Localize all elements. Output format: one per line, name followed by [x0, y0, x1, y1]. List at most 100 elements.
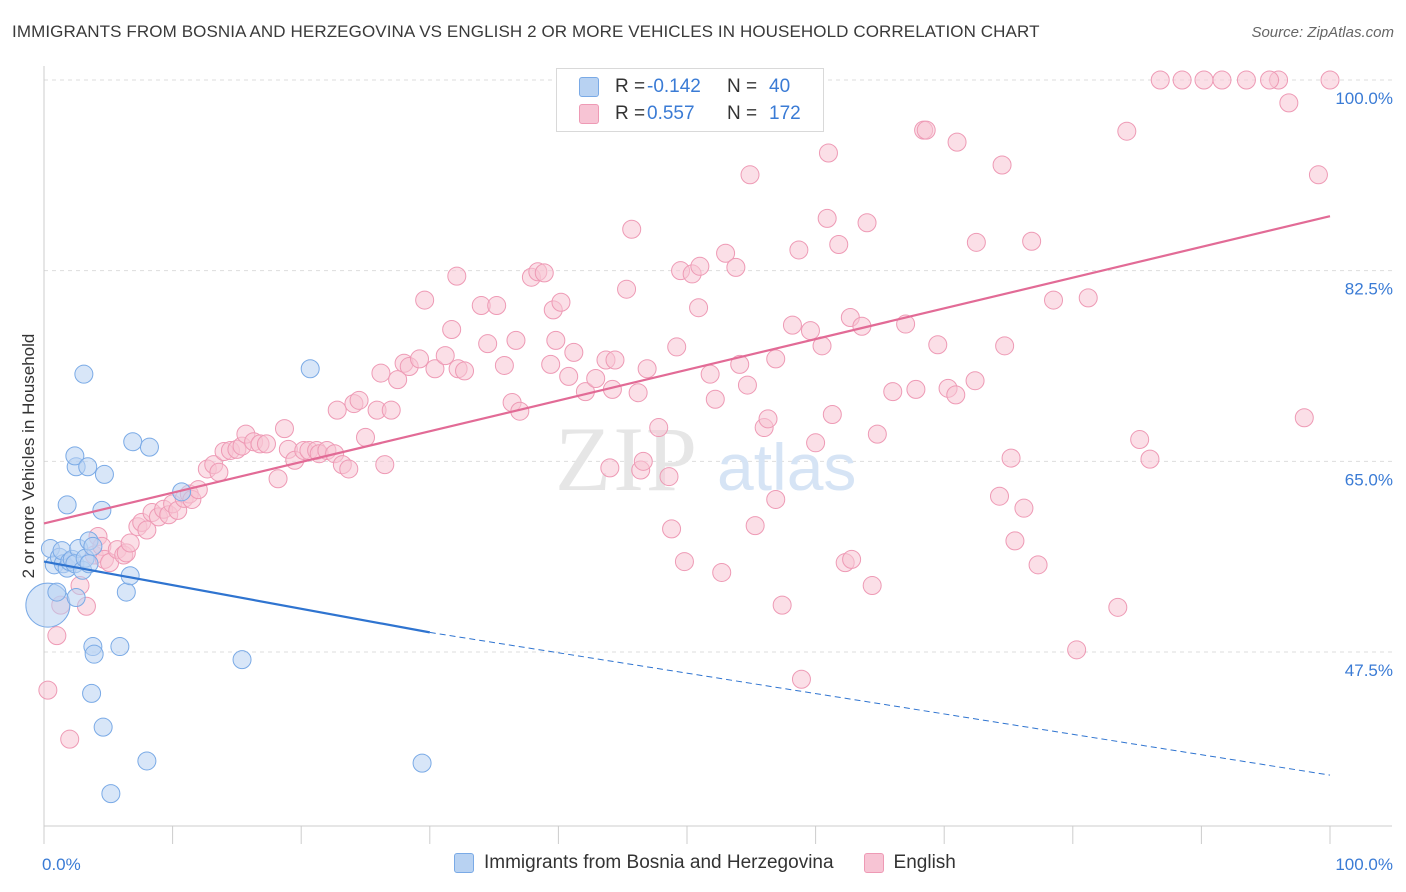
bosnia-point	[65, 446, 85, 466]
bosnia-point	[57, 495, 77, 515]
english-trend-line	[43, 215, 1331, 525]
y-tick-label: 47.5%	[1345, 661, 1393, 680]
english-point	[737, 375, 757, 395]
english-point	[916, 120, 936, 140]
bosnia-point	[78, 457, 98, 477]
english-point	[659, 467, 679, 487]
english-point	[806, 433, 826, 453]
english-point	[862, 576, 882, 596]
english-point	[371, 363, 391, 383]
english-point	[842, 549, 862, 569]
english-point	[327, 400, 347, 420]
bosnia-point	[123, 432, 143, 452]
english-point	[726, 257, 746, 277]
bosnia-points	[25, 359, 432, 804]
bosnia-trend-line	[43, 560, 430, 634]
watermark-atlas: atlas	[717, 430, 856, 504]
watermark: ZIP atlas	[555, 408, 856, 510]
english-point	[800, 321, 820, 341]
english-point	[506, 330, 526, 350]
bosnia-point	[116, 582, 136, 602]
series-legend-english[interactable]: English	[863, 852, 956, 874]
english-point	[551, 292, 571, 312]
legend-r-value: 0.557	[647, 103, 695, 124]
bosnia-trend-extension	[429, 631, 1331, 776]
english-point	[1044, 290, 1064, 310]
english-point	[1014, 498, 1034, 518]
english-point	[700, 364, 720, 384]
english-point	[716, 243, 736, 263]
english-point	[628, 383, 648, 403]
bosnia-point	[66, 588, 86, 608]
english-point	[137, 520, 157, 540]
english-point	[268, 469, 288, 489]
bosnia-point	[139, 437, 159, 457]
series-swatch-pink	[863, 853, 884, 873]
english-point	[766, 349, 786, 369]
english-point	[600, 458, 620, 478]
english-point	[1005, 531, 1025, 551]
axis-labels: 47.5% 65.0% 82.5% 100.0% 0.0% 100.0%	[42, 89, 1393, 874]
english-point	[674, 552, 694, 572]
english-point	[1108, 597, 1128, 617]
english-point	[995, 336, 1015, 356]
legend-n-label: N =	[727, 76, 758, 97]
english-point	[817, 208, 837, 228]
english-point	[1294, 408, 1314, 428]
legend-row-bosnia: R = -0.142 N = 40	[579, 75, 790, 99]
english-point	[818, 143, 838, 163]
english-points	[38, 70, 1340, 749]
bosnia-point	[84, 644, 104, 664]
bosnia-point	[137, 751, 157, 771]
english-point	[906, 379, 926, 399]
english-point	[375, 455, 395, 475]
english-point	[586, 369, 606, 389]
english-point	[989, 486, 1009, 506]
english-point	[829, 235, 849, 255]
english-point	[274, 419, 294, 439]
english-point	[637, 359, 657, 379]
english-point	[649, 418, 669, 438]
english-point	[1067, 640, 1087, 660]
bosnia-point	[110, 637, 130, 657]
english-point	[947, 132, 967, 152]
legend-swatch-pink	[579, 104, 599, 124]
english-point	[410, 349, 430, 369]
english-point	[478, 334, 498, 354]
english-point	[455, 361, 475, 381]
english-point	[559, 366, 579, 386]
chart-title: IMMIGRANTS FROM BOSNIA AND HERZEGOVINA V…	[12, 22, 1040, 41]
english-point	[667, 337, 687, 357]
english-point	[966, 232, 986, 252]
legend-n-value: 172	[769, 103, 801, 124]
trend-lines	[43, 215, 1331, 776]
x-tick-label: 0.0%	[42, 855, 81, 874]
english-point	[1001, 448, 1021, 468]
source-label: Source: ZipAtlas.com	[1251, 24, 1394, 41]
english-point	[633, 451, 653, 471]
english-point	[349, 390, 369, 410]
english-point	[1320, 70, 1340, 90]
english-point	[1172, 70, 1192, 90]
english-point	[38, 680, 58, 700]
x-tick-label: 100.0%	[1335, 855, 1393, 874]
bosnia-point	[94, 464, 114, 484]
english-point	[381, 400, 401, 420]
english-point	[965, 371, 985, 391]
english-point	[605, 350, 625, 370]
y-tick-label: 82.5%	[1345, 280, 1393, 299]
bosnia-point	[412, 753, 432, 773]
grid	[44, 79, 1392, 653]
english-point	[928, 335, 948, 355]
bosnia-point	[83, 536, 103, 556]
english-point	[789, 240, 809, 260]
series-legend-bosnia[interactable]: Immigrants from Bosnia and Herzegovina	[454, 852, 834, 874]
english-point	[1078, 288, 1098, 308]
english-point	[1308, 165, 1328, 185]
english-point	[120, 533, 140, 553]
english-point	[564, 342, 584, 362]
english-point	[1140, 449, 1160, 469]
english-point	[782, 315, 802, 335]
english-point	[541, 354, 561, 374]
